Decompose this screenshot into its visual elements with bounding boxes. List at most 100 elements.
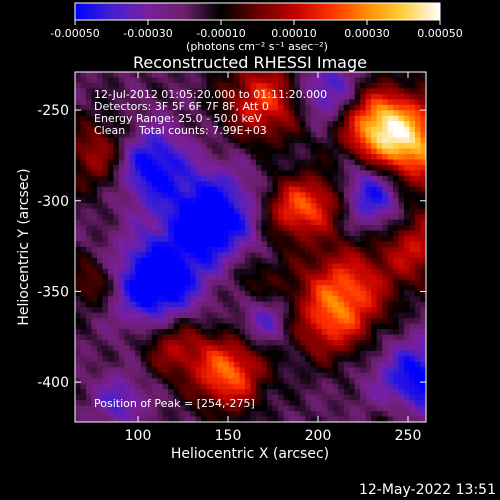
heatmap-cell	[365, 197, 372, 204]
heatmap-cell	[321, 208, 328, 215]
heatmap-cell	[305, 296, 312, 303]
heatmap-cell	[272, 285, 279, 292]
heatmap-cell	[223, 279, 230, 286]
heatmap-cell	[338, 121, 345, 128]
heatmap-cell	[190, 323, 197, 330]
heatmap-cell	[135, 274, 142, 281]
heatmap-cell	[420, 88, 426, 95]
heatmap-cell	[382, 154, 389, 161]
heatmap-cell	[245, 252, 252, 259]
heatmap-cell	[179, 154, 186, 161]
heatmap-cell	[217, 257, 224, 265]
heatmap-cell	[228, 383, 235, 390]
heatmap-cell	[135, 356, 142, 363]
heatmap-cell	[338, 405, 345, 412]
heatmap-cell	[277, 263, 284, 270]
heatmap-cell	[338, 110, 345, 117]
heatmap-cell	[96, 323, 104, 330]
heatmap-cell	[217, 329, 224, 336]
heatmap-cell	[85, 192, 93, 199]
heatmap-cell	[118, 268, 125, 275]
heatmap-cell	[118, 389, 125, 396]
heatmap-cell	[255, 126, 263, 133]
heatmap-cell	[365, 279, 372, 286]
heatmap-cell	[201, 181, 208, 188]
heatmap-cell	[91, 329, 98, 336]
heatmap-cell	[223, 137, 230, 144]
heatmap-cell	[96, 203, 104, 210]
heatmap-cell	[255, 203, 263, 210]
heatmap-cell	[102, 175, 109, 182]
heatmap-cell	[201, 345, 208, 352]
heatmap-cell	[404, 132, 411, 139]
heatmap-cell	[398, 82, 405, 90]
heatmap-cell	[294, 77, 301, 84]
heatmap-cell	[190, 143, 197, 150]
heatmap-cell	[124, 148, 131, 155]
heatmap-cell	[371, 378, 378, 385]
heatmap-cell	[415, 181, 422, 188]
heatmap-cell	[190, 241, 197, 248]
heatmap-cell	[343, 214, 350, 221]
heatmap-cell	[354, 361, 361, 368]
heatmap-cell	[124, 115, 131, 122]
heatmap-cell	[376, 175, 383, 182]
heatmap-cell	[376, 104, 383, 111]
heatmap-cell	[239, 263, 246, 270]
heatmap-cell	[102, 192, 109, 199]
heatmap-cell	[96, 181, 104, 188]
heatmap-cell	[80, 159, 87, 166]
heatmap-cell	[223, 307, 230, 314]
heatmap-cell	[250, 99, 257, 106]
heatmap-cell	[250, 164, 257, 172]
heatmap-cell	[190, 219, 197, 226]
heatmap-cell	[80, 143, 87, 150]
heatmap-cell	[223, 126, 230, 133]
heatmap-cell	[354, 334, 361, 341]
heatmap-cell	[420, 334, 426, 341]
heatmap-cell	[316, 312, 323, 319]
heatmap-cell	[354, 203, 361, 210]
heatmap-cell	[321, 301, 328, 308]
heatmap-cell	[245, 77, 252, 84]
heatmap-cell	[146, 383, 153, 390]
heatmap-cell	[239, 405, 246, 412]
heatmap-cell	[393, 263, 400, 270]
heatmap-cell	[343, 411, 350, 418]
heatmap-cell	[250, 339, 257, 347]
heatmap-cell	[179, 279, 186, 286]
heatmap-cell	[217, 192, 224, 199]
heatmap-cell	[228, 323, 235, 330]
heatmap-cell	[371, 241, 378, 248]
heatmap-cell	[288, 339, 295, 347]
heatmap-cell	[376, 241, 383, 248]
heatmap-cell	[217, 312, 224, 319]
heatmap-cell	[140, 170, 147, 177]
heatmap-cell	[387, 208, 394, 215]
heatmap-cell	[294, 148, 301, 155]
heatmap-cell	[151, 405, 158, 412]
heatmap-cell	[91, 77, 98, 84]
heatmap-cell	[129, 214, 136, 221]
heatmap-cell	[102, 378, 109, 385]
heatmap-cell	[184, 356, 191, 363]
heatmap-cell	[393, 137, 400, 144]
heatmap-cell	[250, 241, 257, 248]
heatmap-cell	[75, 72, 82, 79]
y-tick-label: -300	[37, 194, 69, 210]
heatmap-cell	[382, 225, 389, 232]
heatmap-cell	[184, 219, 191, 226]
heatmap-cell	[75, 367, 82, 374]
heatmap-cell	[327, 274, 334, 281]
heatmap-cell	[338, 241, 345, 248]
heatmap-cell	[283, 345, 290, 352]
heatmap-cell	[266, 170, 274, 177]
heatmap-cell	[266, 356, 274, 363]
heatmap-cell	[75, 159, 82, 166]
heatmap-cell	[255, 247, 263, 254]
heatmap-cell	[365, 164, 372, 172]
heatmap-cell	[228, 203, 235, 210]
heatmap-cell	[343, 312, 350, 319]
heatmap-cell	[316, 126, 323, 133]
heatmap-cell	[173, 350, 180, 357]
